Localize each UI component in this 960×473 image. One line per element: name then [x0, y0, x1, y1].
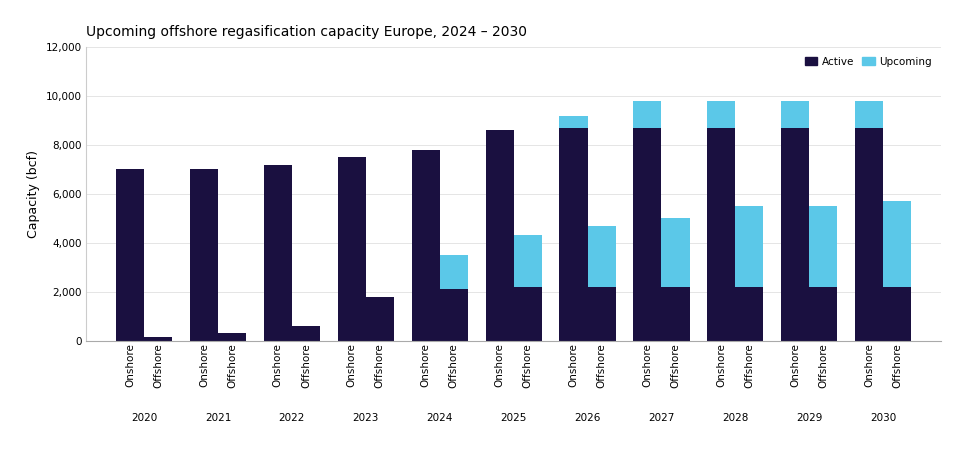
Bar — [560, 116, 588, 128]
Bar — [661, 219, 689, 287]
Bar — [708, 128, 735, 341]
Legend: Active, Upcoming: Active, Upcoming — [801, 53, 936, 71]
Bar — [514, 236, 541, 287]
Bar — [264, 165, 292, 341]
Bar — [292, 326, 320, 341]
Bar — [486, 131, 514, 341]
Text: 2030: 2030 — [870, 413, 897, 423]
Y-axis label: Capacity (bcf): Capacity (bcf) — [27, 150, 40, 238]
Bar — [883, 201, 911, 287]
Bar — [588, 287, 615, 341]
Text: 2025: 2025 — [500, 413, 527, 423]
Text: Upcoming offshore regasification capacity Europe, 2024 – 2030: Upcoming offshore regasification capacit… — [86, 25, 527, 39]
Bar — [855, 128, 883, 341]
Bar — [855, 101, 883, 128]
Bar — [708, 101, 735, 128]
Bar — [514, 287, 541, 341]
Bar — [661, 287, 689, 341]
Bar — [190, 169, 218, 341]
Bar — [735, 206, 763, 287]
Bar — [218, 333, 246, 341]
Bar — [809, 206, 837, 287]
Bar — [338, 157, 366, 341]
Text: 2027: 2027 — [648, 413, 675, 423]
Text: 2021: 2021 — [204, 413, 231, 423]
Text: 2028: 2028 — [722, 413, 749, 423]
Bar — [781, 101, 809, 128]
Bar — [366, 297, 394, 341]
Bar — [144, 337, 172, 341]
Text: 2022: 2022 — [278, 413, 305, 423]
Bar — [440, 289, 468, 341]
Bar — [809, 287, 837, 341]
Text: 2024: 2024 — [426, 413, 453, 423]
Bar — [560, 128, 588, 341]
Text: 2020: 2020 — [131, 413, 157, 423]
Bar — [440, 255, 468, 289]
Bar — [883, 287, 911, 341]
Text: 2026: 2026 — [574, 413, 601, 423]
Bar — [634, 101, 661, 128]
Bar — [634, 128, 661, 341]
Text: 2023: 2023 — [352, 413, 379, 423]
Bar — [781, 128, 809, 341]
Bar — [412, 150, 440, 341]
Text: 2029: 2029 — [796, 413, 823, 423]
Bar — [116, 169, 144, 341]
Bar — [588, 226, 615, 287]
Bar — [735, 287, 763, 341]
